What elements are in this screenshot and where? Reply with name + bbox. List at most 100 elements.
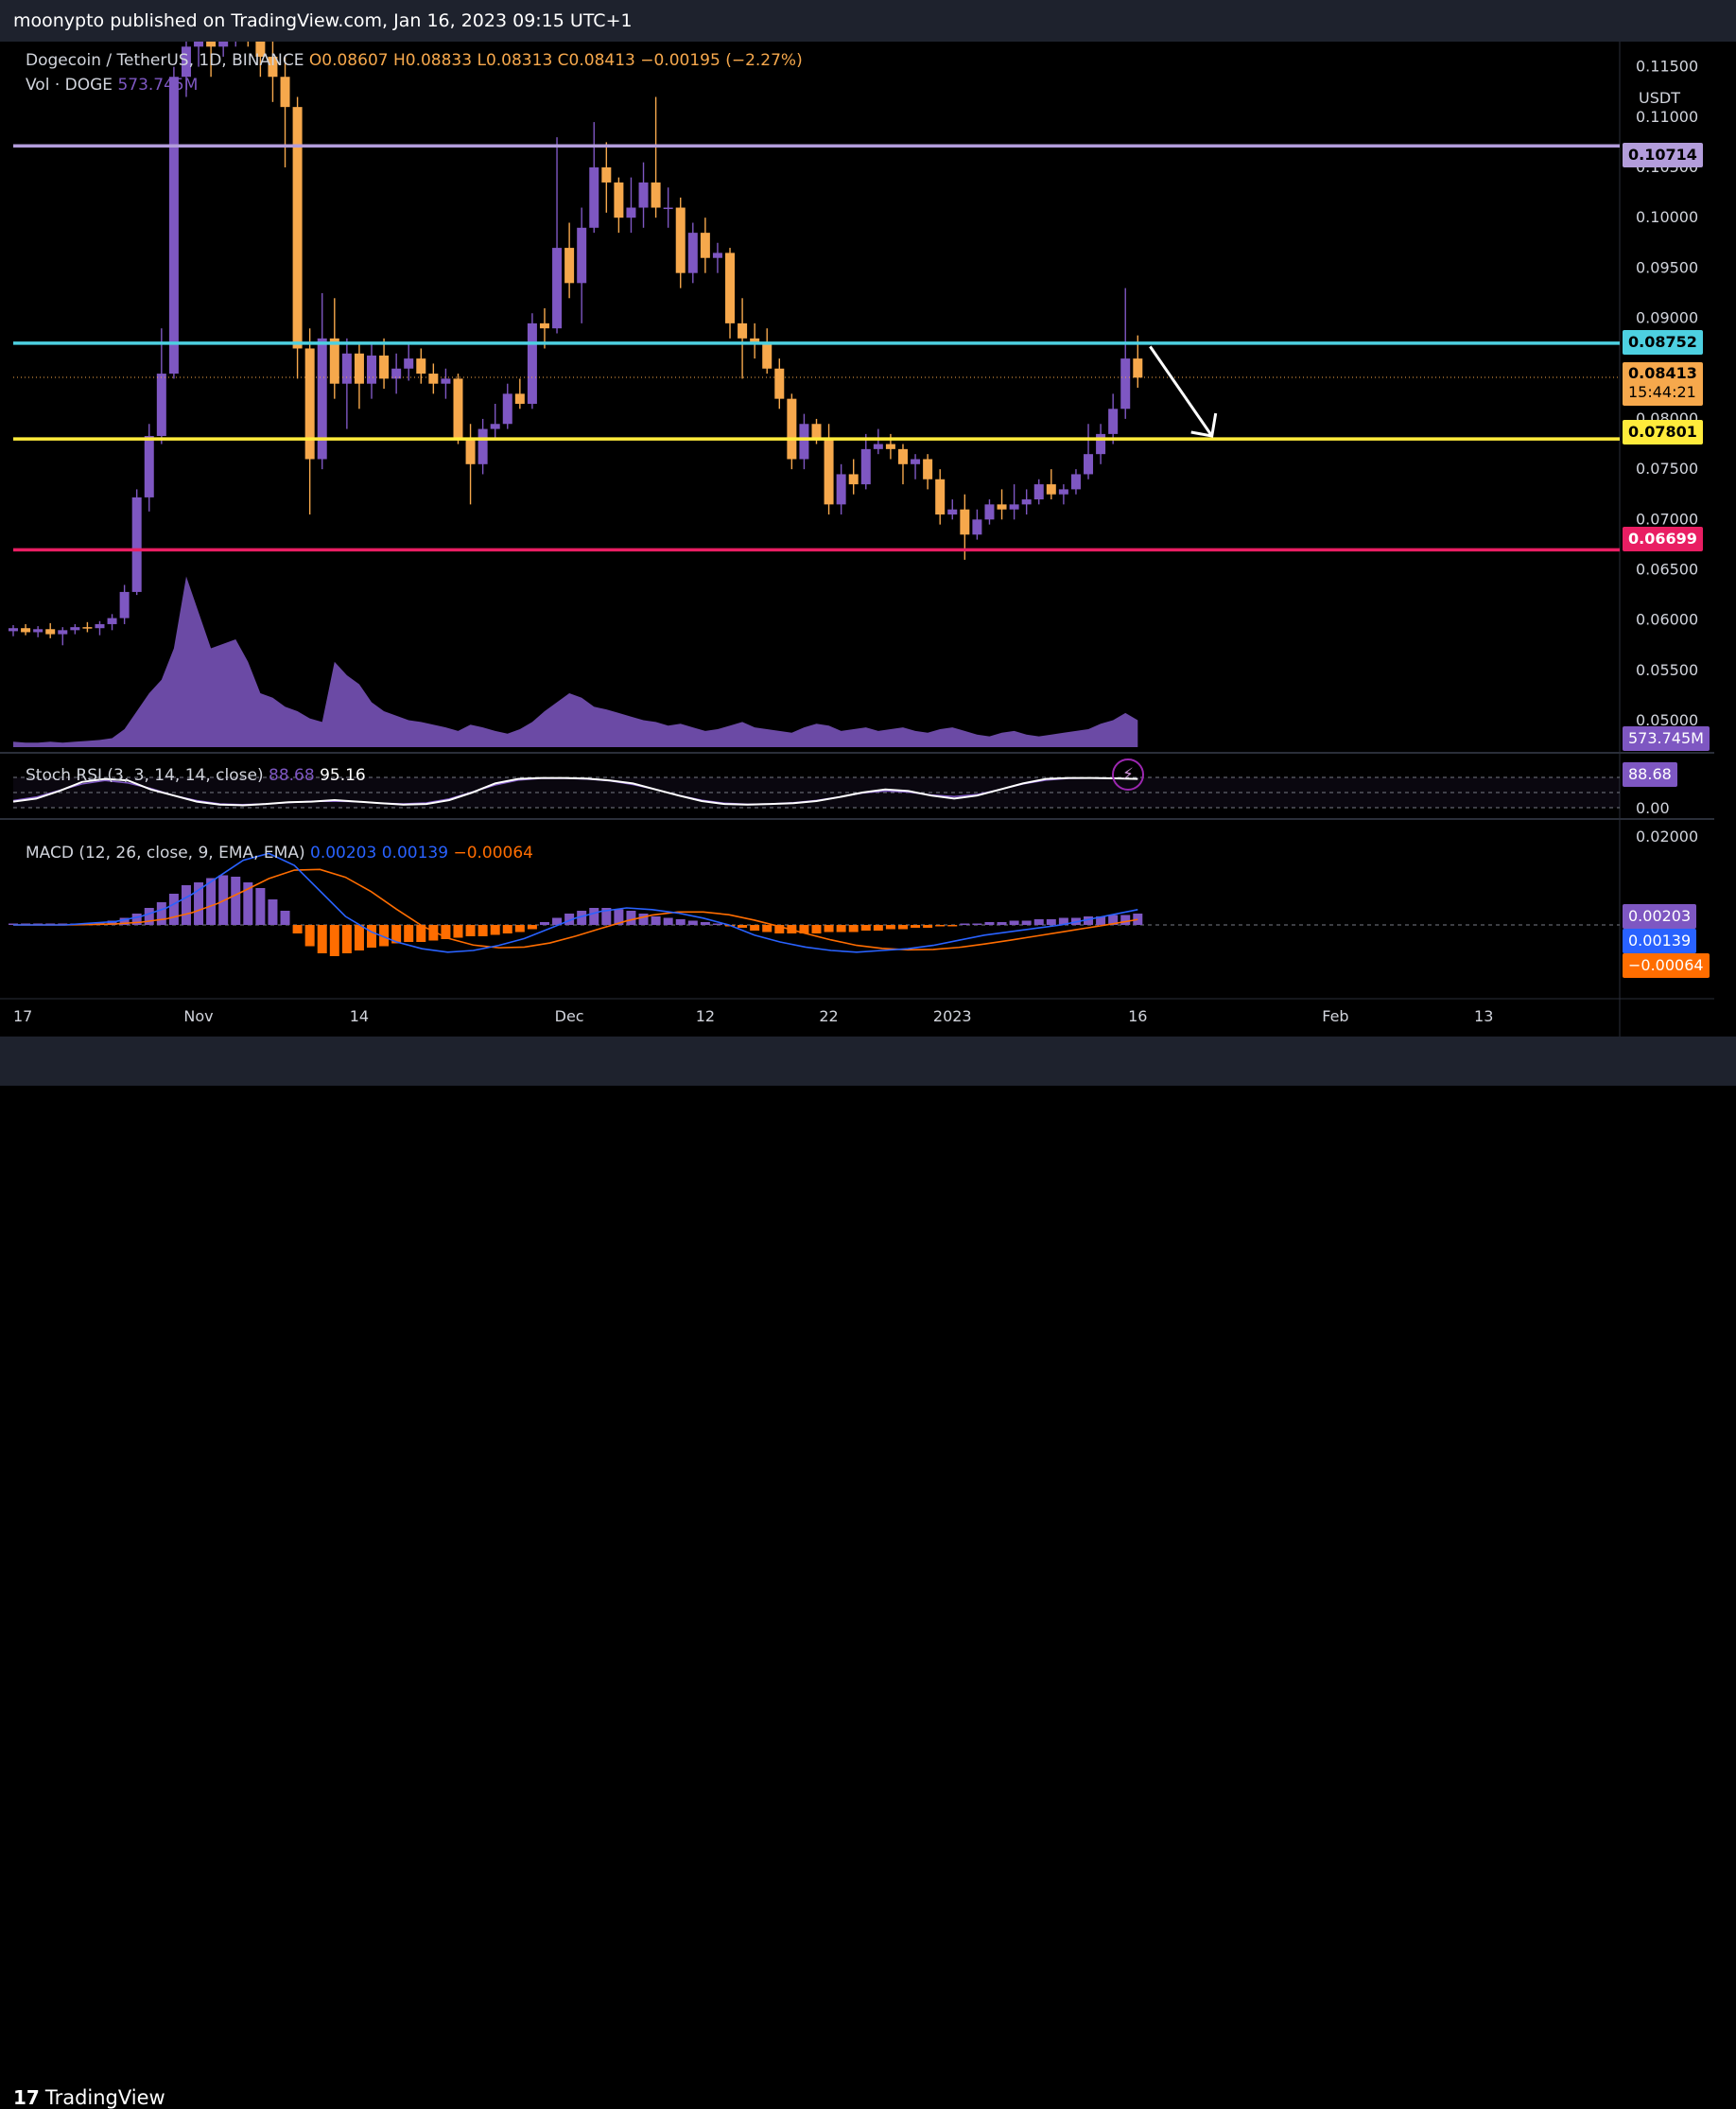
candle-body xyxy=(194,42,204,47)
macd-histogram-bar xyxy=(428,925,439,941)
candle-body xyxy=(45,629,56,635)
symbol-label[interactable]: Dogecoin / TetherUS, 1D, BINANCE xyxy=(26,51,304,70)
chart-canvas[interactable]: 0.115000.110000.105000.100000.095000.090… xyxy=(0,42,1736,1037)
resistance-mid-tag: 0.08752 xyxy=(1623,330,1703,355)
stoch-rsi-pane xyxy=(12,776,1620,809)
macd-tag: 0.00203 xyxy=(1623,904,1697,929)
candle-body xyxy=(502,393,512,425)
candle-body xyxy=(317,338,327,460)
stoch-label[interactable]: Stoch RSI (3, 3, 14, 14, close) xyxy=(26,766,264,785)
lightning-icon[interactable]: ⚡ xyxy=(1112,758,1144,791)
candle-body xyxy=(453,378,463,440)
close-value: C0.08413 xyxy=(557,51,635,70)
candle-body xyxy=(255,42,266,57)
candle-body xyxy=(304,348,315,460)
macd-histogram-bar xyxy=(700,922,710,925)
candle-body xyxy=(935,479,946,514)
candle-body xyxy=(95,623,105,629)
macd-tick-label: 0.02000 xyxy=(1636,828,1698,845)
last-price-tag: 0.08413 15:44:21 xyxy=(1623,362,1703,406)
candle-body xyxy=(329,338,339,384)
macd-histogram-bar xyxy=(465,925,476,936)
candle-body xyxy=(292,107,303,349)
macd-histogram-bar xyxy=(354,925,364,950)
currency-label: USDT xyxy=(1639,89,1680,107)
time-tick-label: 13 xyxy=(1474,1007,1493,1025)
candle-body xyxy=(465,439,476,464)
macd-histogram-bar xyxy=(811,925,822,933)
candle-body xyxy=(404,358,414,369)
time-tick-label: 22 xyxy=(819,1007,838,1025)
candle-body xyxy=(168,77,179,375)
candle-body xyxy=(206,42,217,47)
candle-body xyxy=(811,424,822,440)
stoch-d-value: 95.16 xyxy=(320,766,366,785)
macd-histogram-bar xyxy=(687,920,698,925)
tradingview-wordmark: TradingView xyxy=(44,2086,165,2109)
candle-body xyxy=(836,474,846,505)
candle-body xyxy=(9,628,18,632)
macd-histogram-bar xyxy=(317,925,327,953)
candle-body xyxy=(539,322,549,329)
candle-body xyxy=(441,378,451,384)
volume-legend: Vol · DOGE 573.745M xyxy=(26,76,198,95)
stoch-k-value: 88.68 xyxy=(269,766,315,785)
stoch-legend: Stoch RSI (3, 3, 14, 14, close) 88.68 95… xyxy=(26,766,366,785)
macd-histogram-bar xyxy=(502,925,512,933)
candle-body xyxy=(589,166,599,228)
candle-body xyxy=(107,618,117,624)
macd-histogram-bar xyxy=(552,917,563,925)
candle-body xyxy=(911,459,921,464)
macd-histogram-bar xyxy=(1058,917,1068,925)
candle-body xyxy=(527,322,537,404)
price-tick-label: 0.09500 xyxy=(1636,258,1698,276)
macd-histogram-bar xyxy=(292,925,303,933)
macd-histogram-bar xyxy=(1120,915,1131,925)
macd-histogram-bar xyxy=(119,917,130,925)
volume-area-fill xyxy=(13,576,1138,747)
macd-label[interactable]: MACD (12, 26, close, 9, EMA, EMA) xyxy=(26,844,305,863)
candle-body xyxy=(638,182,649,208)
arrow-annotation xyxy=(1149,345,1213,437)
macd-histogram-bar xyxy=(935,925,946,927)
macd-histogram-bar xyxy=(911,925,921,928)
macd-histogram-bar xyxy=(1021,920,1032,925)
candle-body xyxy=(873,444,883,449)
volume-label[interactable]: Vol · DOGE xyxy=(26,76,113,95)
candle-body xyxy=(21,628,31,633)
candle-body xyxy=(367,355,377,384)
macd-histogram-bar xyxy=(873,925,883,931)
histogram-value: −0.00064 xyxy=(453,844,533,863)
candle-body xyxy=(552,248,563,329)
macd-histogram-bar xyxy=(168,894,179,925)
candle-body xyxy=(144,436,154,497)
tradingview-logo[interactable]: 17 TradingView xyxy=(13,2086,165,2109)
candle-body xyxy=(885,444,895,449)
macd-histogram-bar xyxy=(762,925,773,932)
candle-body xyxy=(725,253,736,323)
candle-body xyxy=(712,253,722,258)
macd-histogram-bar xyxy=(997,922,1007,925)
chart-area[interactable]: 0.115000.110000.105000.100000.095000.090… xyxy=(0,42,1736,1037)
macd-histogram-bar xyxy=(589,908,599,925)
macd-histogram-bar xyxy=(441,925,451,939)
macd-histogram-bar xyxy=(860,925,871,931)
open-value: O0.08607 xyxy=(308,51,389,70)
candle-body xyxy=(1108,409,1119,434)
macd-histogram-bar xyxy=(329,925,339,956)
macd-histogram-bar xyxy=(255,888,266,925)
volume-tag: 573.745M xyxy=(1623,726,1710,751)
candle-body xyxy=(848,474,859,485)
candle-body xyxy=(477,428,488,464)
price-tick-label: 0.07000 xyxy=(1636,510,1698,528)
candle-body xyxy=(428,374,439,384)
macd-histogram-bar xyxy=(1108,915,1119,925)
macd-histogram-bar xyxy=(638,914,649,925)
candle-body xyxy=(416,358,426,375)
change-value: −0.00195 (−2.27%) xyxy=(640,51,803,70)
low-value: L0.08313 xyxy=(477,51,553,70)
candle-body xyxy=(601,166,612,183)
candle-body xyxy=(1033,484,1044,500)
candle-body xyxy=(156,374,166,437)
macd-histogram-bar xyxy=(923,925,933,928)
